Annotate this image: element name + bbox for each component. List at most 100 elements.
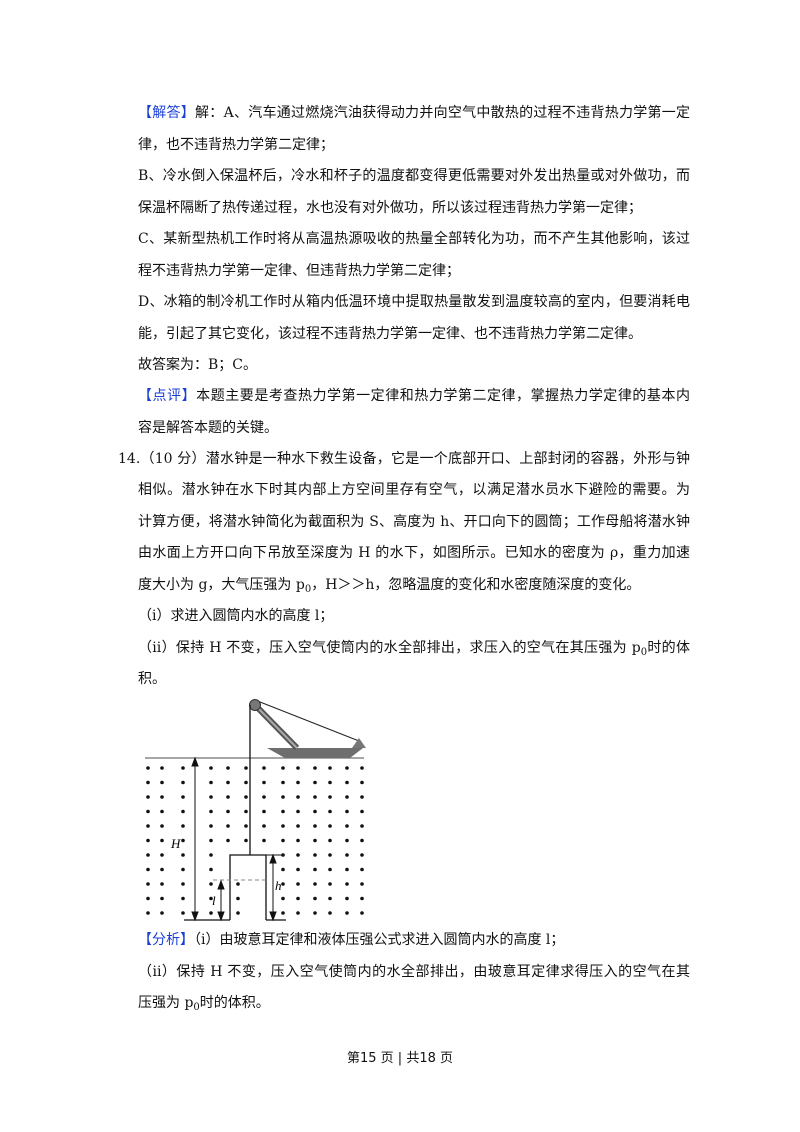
text-segment: B、冷水倒入保温杯后，冷水和杯子的温度都变得更低需要对外发出热量或对外做功，而 — [138, 168, 690, 184]
water-dot — [146, 882, 150, 886]
water-dot — [160, 795, 164, 799]
text-segment: 14.（10 分）潜水钟是一种水下救生设备，它是一个底部开口、上部封闭的容器，外… — [118, 451, 690, 467]
water-dot — [313, 911, 317, 915]
text-segment: 故答案为：B；C。 — [138, 357, 257, 373]
crane-cable — [254, 699, 360, 742]
water-dot — [281, 896, 285, 901]
water-dot — [181, 809, 185, 814]
water-dot — [160, 853, 164, 857]
text-line: 律，也不违背热力学第二定律； — [138, 135, 690, 155]
water-dot — [281, 809, 285, 814]
text-line: 程不违背热力学第一定律、但违背热力学第二定律； — [138, 261, 690, 281]
water-dot — [328, 824, 332, 828]
water-dot — [262, 766, 266, 770]
water-dot — [328, 867, 332, 872]
text-segment: （i）求进入圆筒内水的高度 l； — [138, 608, 334, 624]
water-dot — [244, 809, 248, 814]
subscript: 0 — [304, 584, 312, 595]
text-segment: 律，也不违背热力学第二定律； — [138, 137, 334, 153]
section-tag: 【分析】 — [138, 932, 194, 948]
water-dot — [209, 853, 213, 857]
water-dot — [313, 766, 317, 770]
water-dot — [226, 766, 230, 770]
water-dot — [360, 838, 364, 843]
water-dot — [296, 911, 300, 915]
water-dot — [181, 882, 185, 886]
text-line: 【分析】（i）由玻意耳定律和液体压强公式求进入圆筒内水的高度 l； — [138, 930, 690, 950]
water-dot — [328, 809, 332, 814]
text-segment: 程不违背热力学第一定律、但违背热力学第二定律； — [138, 263, 460, 279]
water-dot — [281, 911, 285, 915]
water-dot — [281, 882, 285, 886]
water-dot — [345, 911, 349, 915]
water-dot — [236, 896, 240, 901]
water-dot — [313, 853, 317, 857]
water-dot — [160, 809, 164, 814]
water-dot — [226, 809, 230, 814]
text-segment: C、某新型热机工作时将从高温热源吸收的热量全部转化为功，而不产生其他影响，该过 — [138, 231, 690, 247]
text-line: 由水面上方开口向下吊放至深度为 H 的水下，如图所示。已知水的密度为 ρ，重力加… — [138, 543, 690, 563]
water-dot — [209, 896, 213, 901]
water-dot — [209, 911, 213, 915]
text-segment: 解：A、汽车通过燃烧汽油获得动力并向空气中散热的过程不违背热力学第一定 — [195, 105, 691, 121]
diving-bell — [229, 854, 267, 920]
text-segment: 容是解答本题的关键。 — [138, 420, 278, 436]
water-dot — [146, 867, 150, 872]
water-dot — [160, 896, 164, 901]
text-line: 14.（10 分）潜水钟是一种水下救生设备，它是一个底部开口、上部封闭的容器，外… — [118, 449, 690, 469]
water-dot — [244, 838, 248, 843]
water-dot — [281, 795, 285, 799]
text-line: C、某新型热机工作时将从高温热源吸收的热量全部转化为功，而不产生其他影响，该过 — [138, 229, 690, 249]
water-dot — [360, 911, 364, 915]
water-dot — [345, 780, 349, 785]
water-dot — [345, 853, 349, 857]
water-dot — [328, 838, 332, 843]
water-dot — [181, 795, 185, 799]
ship-hull — [267, 748, 363, 758]
H-arrow — [191, 756, 199, 922]
water-dot — [345, 824, 349, 828]
text-line: （ii）保持 H 不变，压入空气使筒内的水全部排出，求压入的空气在其压强为 p0… — [138, 638, 690, 658]
water-dot — [209, 766, 213, 770]
water-dot — [296, 766, 300, 770]
water-dot — [146, 824, 150, 828]
water-dot — [146, 896, 150, 901]
text-line: （ii）保持 H 不变，压入空气使筒内的水全部排出，由玻意耳定律求得压入的空气在… — [138, 962, 690, 982]
water-dot — [146, 795, 150, 799]
water-dot — [360, 882, 364, 886]
water-dot — [181, 867, 185, 872]
water-dot — [160, 911, 164, 915]
water-dot — [313, 896, 317, 901]
water-dot — [313, 809, 317, 814]
water-dot — [262, 809, 266, 814]
text-segment: 由水面上方开口向下吊放至深度为 H 的水下，如图所示。已知水的密度为 ρ，重力加… — [138, 545, 690, 561]
water-dot — [360, 780, 364, 785]
section-tag: 【点评】 — [138, 388, 197, 404]
water-dot — [181, 766, 185, 770]
water-dot — [328, 766, 332, 770]
water-dot — [296, 838, 300, 843]
water-dot — [244, 766, 248, 770]
water-dot — [181, 853, 185, 857]
water-dot — [360, 824, 364, 828]
water-dot — [360, 853, 364, 857]
water-dot — [236, 882, 240, 886]
water-dot — [209, 867, 213, 872]
water-dot — [345, 867, 349, 872]
water-dot — [209, 882, 213, 886]
text-segment: 度大小为 g，大气压强为 p — [138, 577, 305, 593]
water-dot — [360, 867, 364, 872]
text-line: 容是解答本题的关键。 — [138, 418, 690, 438]
water-dot — [209, 780, 213, 785]
text-segment: 积。 — [138, 671, 166, 687]
page-footer: 第15 页 | 共18 页 — [347, 1051, 453, 1066]
text-segment: （ii）保持 H 不变，压入空气使筒内的水全部排出，由玻意耳定律求得压入的空气在… — [138, 964, 690, 980]
text-segment: 本题主要是考查热力学第一定律和热力学第二定律，掌握热力学定律的基本内 — [196, 388, 691, 404]
text-line: 能，引起了其它变化，该过程不违背热力学第一定律、也不违背热力学第二定律。 — [138, 324, 690, 344]
water-dot — [146, 911, 150, 915]
water-dot — [328, 896, 332, 901]
water-dot — [262, 824, 266, 828]
water-dot — [345, 882, 349, 886]
water-dot — [328, 780, 332, 785]
